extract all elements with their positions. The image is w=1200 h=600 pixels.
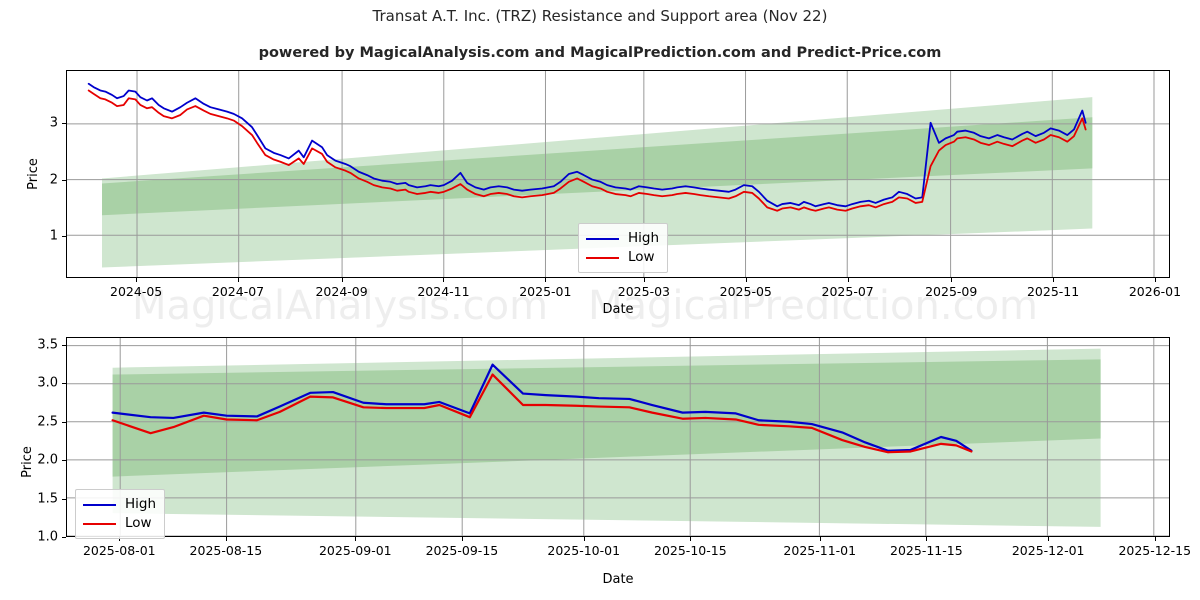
y-tickmark [62,179,66,181]
legend-label-low: Low [125,514,152,531]
legend-item-low[interactable]: Low [586,248,659,267]
legend-label-high: High [125,495,157,512]
y-tick-label: 3 [49,115,58,131]
legend-item-low[interactable]: Low [83,514,156,533]
y-tick-label: 2.5 [37,414,58,430]
legend-item-high[interactable]: High [83,495,156,514]
y-tick-label: 1 [49,228,58,244]
y-tick-label: 2.0 [37,452,58,468]
y-tick-label: 3.5 [37,337,58,353]
bottom-chart-xaxis-label: Date [602,572,634,587]
x-tickmark [119,537,121,541]
x-tickmark [847,278,849,282]
legend-label-low: Low [628,248,655,265]
x-tick-label: 2025-11-01 [783,543,857,558]
y-tickmark [62,123,66,125]
x-tickmark [461,537,463,541]
x-tickmark [545,278,547,282]
y-tickmark [62,344,66,346]
bottom-chart-plot-area [66,337,1170,537]
x-tick-label: 2025-08-15 [189,543,263,558]
legend-label-high: High [628,229,660,246]
legend-swatch-low [586,256,619,259]
legend-item-high[interactable]: High [586,229,659,248]
series-line-low [113,375,972,453]
y-tick-label: 2 [49,172,58,188]
x-tick-label: 2025-10-01 [547,543,621,558]
band-resistance-support-inner [112,359,1101,477]
page-title: Transat A.T. Inc. (TRZ) Resistance and S… [372,7,828,25]
x-tick-label: 2024-09 [315,284,368,299]
y-tickmark [62,537,66,538]
x-tick-label: 2025-10-15 [654,543,727,558]
x-tickmark [926,537,928,541]
x-tick-label: 2025-03 [617,284,670,299]
y-tick-label: 3.0 [37,375,58,391]
bottom-chart-yaxis-label: Price [20,446,35,478]
x-tickmark [1048,537,1050,541]
x-tick-label: 2024-11 [417,284,470,299]
x-tickmark [745,278,747,282]
band-resistance-support-inner [102,117,1093,216]
x-tickmark [225,537,227,541]
x-tick-label: 2025-09 [925,284,978,299]
top-chart-legend[interactable]: High Low [578,223,669,273]
top-chart-xaxis-label: Date [602,302,634,317]
x-tickmark [341,278,343,282]
bottom-chart-legend[interactable]: High Low [75,489,166,539]
y-tick-label: 1.5 [37,491,58,507]
legend-swatch-high [586,237,619,240]
y-tickmark [62,460,66,462]
x-tick-label: 2025-11-15 [890,543,963,558]
series-line-high [113,365,972,451]
x-tick-label: 2025-07 [821,284,874,299]
x-tickmark [1053,278,1055,282]
bottom-chart-svg [67,338,1169,536]
x-tick-label: 2025-12-01 [1011,543,1085,558]
top-chart-yaxis-label: Price [26,158,41,190]
series-line-low [89,90,1086,210]
top-chart-plot-area [66,70,1170,278]
x-tickmark [951,278,953,282]
x-tickmark [643,278,645,282]
x-tickmark [355,537,357,541]
x-tick-label: 2025-05 [719,284,772,299]
x-tick-label: 2025-01 [519,284,572,299]
y-tick-label: 1.0 [37,529,58,545]
y-tickmark [62,383,66,385]
x-tickmark [443,278,445,282]
x-tickmark [136,278,138,282]
x-tick-label: 2025-09-15 [425,543,499,558]
series-line-high [89,84,1086,206]
x-tick-label: 2024-05 [110,284,163,299]
x-tick-label: 2025-12-15 [1118,543,1192,558]
top-chart-svg [67,71,1169,277]
y-tickmark [62,498,66,500]
x-tickmark [690,537,692,541]
x-tick-label: 2024-07 [211,284,265,299]
x-tickmark [1154,278,1156,282]
x-tickmark [238,278,240,282]
x-tick-label: 2025-08-01 [82,543,156,558]
page-subtitle: powered by MagicalAnalysis.com and Magic… [258,45,942,61]
x-tickmark [1154,537,1156,541]
x-tickmark [819,537,821,541]
x-tickmark [583,537,585,541]
legend-swatch-high [83,503,116,506]
x-tick-label: 2026-01 [1128,284,1182,299]
x-tick-label: 2025-11 [1026,284,1080,299]
legend-swatch-low [83,522,116,525]
y-tickmark [62,235,66,237]
x-tick-label: 2025-09-01 [318,543,392,558]
y-tickmark [62,421,66,423]
